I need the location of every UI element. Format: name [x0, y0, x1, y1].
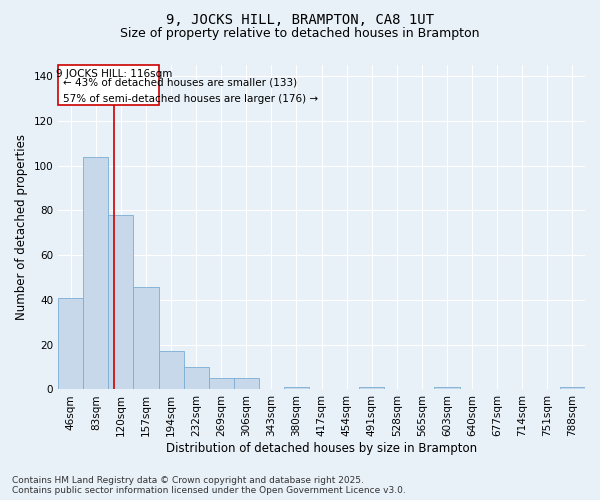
Bar [133, 286, 158, 390]
Bar [158, 352, 184, 390]
Bar [83, 156, 109, 390]
Bar [184, 367, 209, 390]
Text: Contains HM Land Registry data © Crown copyright and database right 2025.
Contai: Contains HM Land Registry data © Crown c… [12, 476, 406, 495]
Bar [234, 378, 259, 390]
Text: 9, JOCKS HILL, BRAMPTON, CA8 1UT: 9, JOCKS HILL, BRAMPTON, CA8 1UT [166, 12, 434, 26]
Bar [359, 387, 385, 390]
Text: 9 JOCKS HILL: 116sqm: 9 JOCKS HILL: 116sqm [56, 70, 172, 80]
Y-axis label: Number of detached properties: Number of detached properties [15, 134, 28, 320]
Text: Size of property relative to detached houses in Brampton: Size of property relative to detached ho… [120, 28, 480, 40]
Bar [109, 215, 133, 390]
Bar [209, 378, 234, 390]
Bar [434, 387, 460, 390]
X-axis label: Distribution of detached houses by size in Brampton: Distribution of detached houses by size … [166, 442, 477, 455]
Text: 57% of semi-detached houses are larger (176) →: 57% of semi-detached houses are larger (… [63, 94, 319, 104]
Bar [560, 387, 585, 390]
Bar [284, 387, 309, 390]
FancyBboxPatch shape [58, 65, 158, 106]
Bar [58, 298, 83, 390]
Text: ← 43% of detached houses are smaller (133): ← 43% of detached houses are smaller (13… [63, 78, 298, 88]
